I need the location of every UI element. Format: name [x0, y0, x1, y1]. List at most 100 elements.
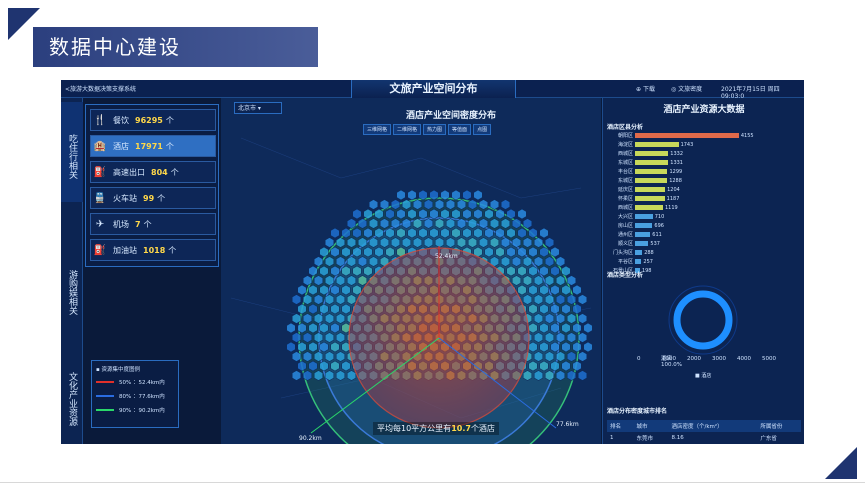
dashboard-screenshot: <旅游大数据决策支撑系统 文旅产业空间分布 ⊕ 下载 ◎ 文旅密度 2021年7… [61, 80, 804, 444]
stat-row-highway-exit[interactable]: ⛽ 高速出口 804 个 [90, 161, 216, 183]
hex-cell [489, 199, 500, 210]
hex-cell [544, 313, 555, 324]
stat-row-hotel[interactable]: 🏨 酒店 17971 个 [90, 135, 216, 157]
hex-cell [374, 227, 384, 239]
hex-cell [401, 237, 412, 248]
bar [635, 205, 663, 210]
hex-cell [352, 227, 362, 239]
hex-cell [495, 246, 505, 258]
train-station-icon: 🚆 [93, 192, 107, 204]
legend-line [96, 409, 114, 411]
city-select[interactable]: 北京市 ▾ [234, 102, 282, 114]
bar [635, 250, 643, 255]
map-tab[interactable]: 点图 [473, 124, 492, 135]
tab-shopping-entertainment[interactable]: 游购娱相关 [67, 269, 77, 315]
bar-category-label: 平谷区 [617, 259, 633, 265]
hex-cell [473, 189, 483, 201]
stats-panel: 🍴 餐饮 96295 个 🏨 酒店 17971 个 ⛽ 高速出口 804 个 🚆 火车站 99 个 ✈ 机场 7 个 ⛽… [85, 104, 219, 267]
hex-cell [374, 208, 384, 220]
hex-cell [324, 256, 335, 267]
x-tick-label: 0 [637, 356, 641, 362]
legend-row: 80% ：77.6km内 [96, 392, 174, 400]
hex-cell [330, 341, 340, 353]
bar-row: 大兴区 710 [607, 213, 665, 221]
hex-cell [528, 303, 538, 315]
hex-cell [319, 341, 329, 353]
x-tick-label: 5000 [762, 356, 776, 362]
bar-value-label: 198 [641, 267, 652, 274]
bar [635, 187, 666, 192]
stat-label: 火车站 [113, 193, 137, 203]
hex-cell [429, 227, 439, 239]
bar-category-label: 东城区 [617, 178, 633, 184]
hex-cell [390, 199, 401, 210]
bar [635, 178, 668, 183]
bar-value-label: 710 [654, 213, 665, 220]
hex-cell [484, 208, 494, 220]
map-tab[interactable]: 热力图 [423, 124, 447, 135]
hex-cell [555, 294, 566, 305]
hex-cell [412, 199, 423, 210]
hex-cell [583, 341, 593, 353]
bar-value-label: 537 [650, 240, 660, 247]
map-tab[interactable]: 二维网格 [393, 124, 422, 135]
bar-category-label: 怀柔区 [617, 196, 633, 202]
map-tab[interactable]: 三维网格 [363, 124, 392, 135]
tab-food-lodging[interactable]: 吃住行相关 [61, 102, 83, 202]
hex-cell [467, 199, 478, 210]
back-link[interactable]: <旅游大数据决策支撑系统 [65, 86, 137, 93]
hex-cell [478, 218, 489, 229]
bar-category-label: 通州区 [617, 232, 633, 238]
stat-row-gas-station[interactable]: ⛽ 加油站 1018 个 [90, 239, 216, 261]
stat-unit: 个 [170, 167, 179, 177]
stat-row-train-station[interactable]: 🚆 火车站 99 个 [90, 187, 216, 209]
hex-cell [286, 322, 296, 334]
legend-row: 50% ：52.4km内 [96, 378, 174, 386]
stat-row-restaurant[interactable]: 🍴 餐饮 96295 个 [90, 109, 216, 131]
hex-cell [577, 351, 588, 362]
hex-cell [363, 265, 373, 277]
hex-cell [456, 237, 467, 248]
hex-cell [566, 351, 577, 362]
bar-row: 平谷区 257 [607, 258, 653, 266]
density-button[interactable]: ◎ 文旅密度 [671, 86, 703, 93]
bar [635, 142, 679, 147]
hex-cell [511, 218, 522, 229]
hex-cell [533, 294, 544, 305]
bar-row: 东城区 1331 [607, 159, 683, 167]
hex-cell [566, 294, 577, 305]
stat-row-airport[interactable]: ✈ 机场 7 个 [90, 213, 216, 235]
category-ring-outline [668, 285, 738, 355]
hex-cell [511, 256, 522, 267]
download-button[interactable]: ⊕ 下载 [636, 86, 655, 93]
hex-cell [313, 256, 324, 267]
hex-cell [302, 370, 313, 381]
table-row[interactable]: 1 东莞市 8.16 广东省 [607, 432, 801, 444]
hex-cell [418, 208, 428, 220]
hex-cell [330, 284, 340, 296]
bar-row: 怀柔区 1187 [607, 195, 679, 203]
density-map[interactable]: 52.4km 77.6km 90.2km [221, 98, 601, 444]
hex-cell [489, 218, 500, 229]
hex-cell [550, 284, 560, 296]
stat-unit: 个 [143, 219, 152, 229]
bar-value-label: 1331 [670, 159, 683, 166]
stat-label: 高速出口 [113, 167, 145, 177]
hex-cell [434, 218, 445, 229]
hex-cell [539, 284, 549, 296]
map-caption: 平均每10平方公里有10.7个酒店 [373, 422, 499, 435]
hex-cell [572, 360, 582, 372]
map-tab[interactable]: 等值面 [448, 124, 472, 135]
hex-cell [528, 322, 538, 334]
hex-cell [462, 189, 472, 201]
hex-cell [522, 275, 533, 286]
category-label: 酒店 100.0% [661, 354, 682, 368]
hex-cell [302, 313, 313, 324]
hex-cell [555, 275, 566, 286]
bar [635, 160, 669, 165]
hex-cell [561, 360, 571, 372]
hex-cell [313, 370, 324, 381]
hex-cell [302, 332, 313, 343]
tab-cultural-industry[interactable]: 文化产业资源 [67, 372, 77, 426]
hex-cell [308, 360, 318, 372]
